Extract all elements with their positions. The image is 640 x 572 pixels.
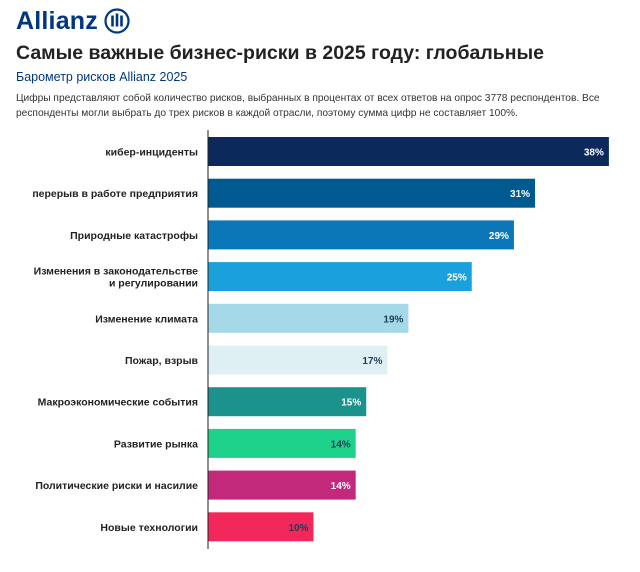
category-label: Новые технологии: [100, 522, 198, 534]
bar: [208, 345, 388, 375]
bar: [208, 470, 356, 500]
bar-value-label: 38%: [584, 148, 604, 159]
allianz-eagle-icon: [104, 8, 130, 34]
bar: [208, 512, 314, 542]
category-label: Пожар, взрыв: [125, 355, 199, 367]
category-label: Развитие рынка: [114, 438, 198, 450]
bar-value-label: 10%: [288, 523, 308, 534]
bar-value-label: 25%: [447, 273, 467, 284]
bar-value-label: 31%: [510, 189, 530, 200]
bar-value-label: 17%: [362, 356, 382, 367]
bar-value-label: 15%: [341, 398, 361, 409]
chart-subtitle: Барометр рисков Allianz 2025: [16, 70, 188, 84]
allianz-logo: Allianz: [16, 6, 626, 36]
category-label: Изменения в законодательстве и регулирова…: [34, 266, 198, 290]
bar: [208, 303, 409, 333]
category-label: Политические риски и насилие: [35, 480, 198, 492]
category-label: кибер-инциденты: [105, 147, 198, 159]
chart-title: Самые важные бизнес-риски в 2025 году: г…: [16, 42, 544, 64]
category-label: перерыв в работе предприятия: [32, 188, 198, 200]
bar-chart: 38% кибер-инциденты 31% перерыв в работе пр…: [32, 130, 609, 549]
bar: [208, 428, 356, 458]
bar: [208, 220, 514, 250]
bar-value-label: 14%: [331, 439, 351, 450]
category-label: Изменение климата: [95, 313, 198, 325]
logo-wordmark: Allianz: [16, 7, 98, 35]
category-label: Макроэкономические события: [38, 397, 198, 409]
bar: [208, 387, 367, 417]
chart-footnote: Цифры представляют собой количество риск…: [16, 93, 600, 119]
chart-header: Allianz Самые важные бизнес-риски в 2025…: [16, 6, 626, 121]
bar: [208, 262, 472, 292]
category-label: Природные катастрофы: [70, 230, 198, 242]
bar-value-label: 29%: [489, 231, 509, 242]
bar: [208, 178, 536, 208]
bar-value-label: 19%: [383, 314, 403, 325]
bar: [208, 137, 609, 166]
bar-value-label: 14%: [331, 481, 351, 492]
